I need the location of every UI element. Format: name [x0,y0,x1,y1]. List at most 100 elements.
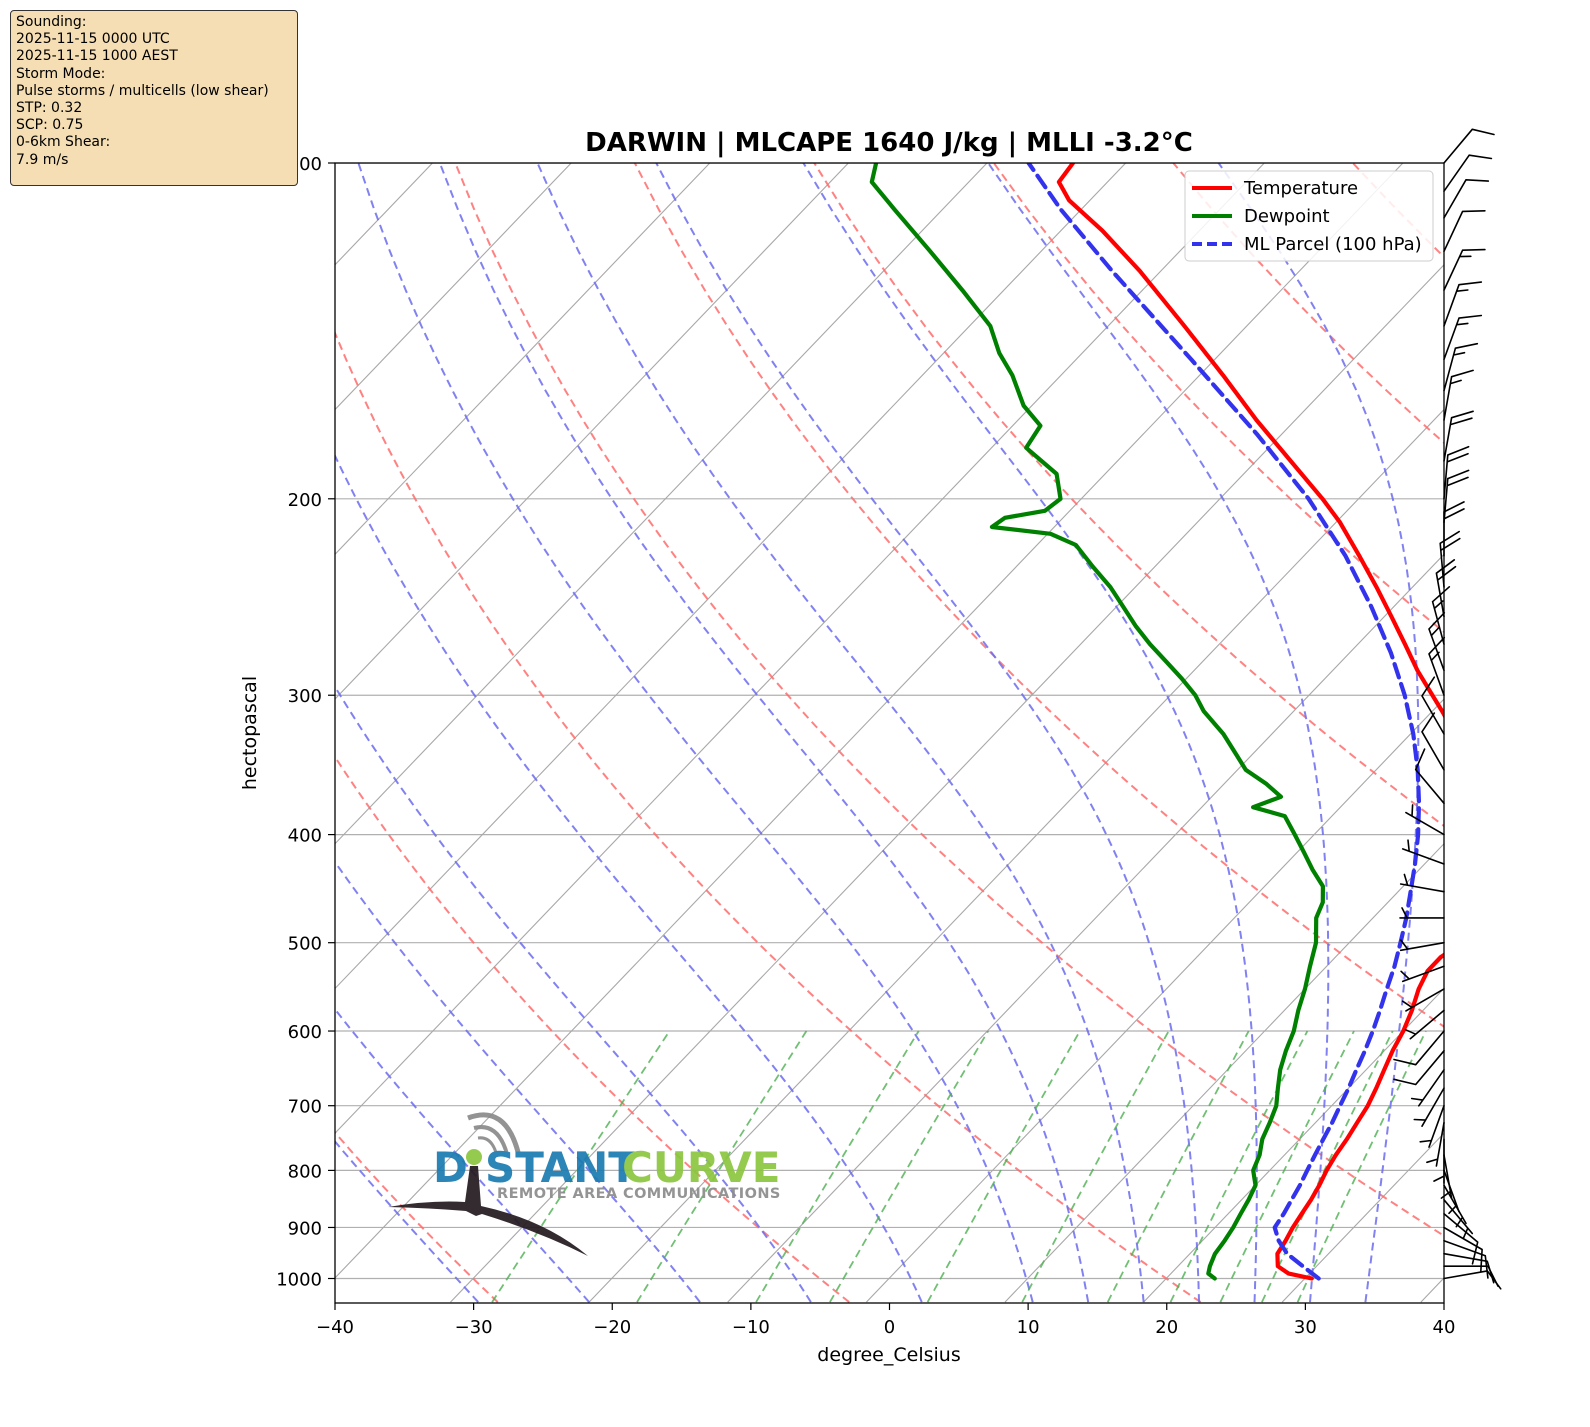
wind-barb [1404,1009,1445,1040]
moist-adiabat-line [438,163,1090,1303]
legend-parcel-label: ML Parcel (100 hPa) [1244,234,1422,255]
wind-barb [1443,1169,1460,1215]
wind-barb [1440,1154,1453,1200]
wind-barb [1443,1239,1489,1279]
wind-barb [1428,612,1446,672]
legend-dewpoint-label: Dewpoint [1244,206,1330,227]
isotherm-line [866,698,1444,1303]
distant-curve-logo: D STANT CURVE REMOTE AREA COMMUNICATIONS [388,1112,780,1256]
wind-barb [1405,804,1445,836]
moist-adiabat-line [987,163,1330,1303]
y-tick-label: 1000 [276,1270,322,1291]
isotherm-line [335,163,433,266]
dry-adiabat-line [1352,163,1444,259]
info-line: 2025-11-15 1000 AEST [16,48,178,65]
mixing-ratio-line [1106,1030,1250,1303]
wind-barb [1443,369,1474,421]
isotherm-line [335,163,988,845]
y-tick-label: 300 [288,686,322,707]
x-tick-label: −30 [455,1317,493,1338]
isotherm-line [335,163,1127,990]
logo-mast-icon [388,1166,588,1256]
moist-adiabat-line [655,163,1201,1303]
y-tick-label: 800 [288,1161,322,1182]
info-line: 7.9 m/s [16,151,69,168]
wind-barb [1443,469,1470,524]
isotherm-line [335,163,849,700]
x-tick-label: 30 [1294,1317,1317,1338]
y-tick-label: 700 [288,1097,322,1118]
isotherm-line [0,163,155,1302]
logo-text-curve: CURVE [622,1143,780,1192]
wind-barb [1401,988,1445,1012]
dry-adiabat-line [633,163,1444,1028]
mixing-ratio-line [1021,1030,1170,1303]
logo-dot-icon [466,1149,482,1165]
logo-signal-arc-middle [473,1125,509,1155]
legend-temperature-label: Temperature [1243,178,1358,199]
wind-barb [1421,712,1445,771]
info-line: STP: 0.32 [16,100,83,117]
y-axis-label: hectopascal [239,676,261,790]
moist-adiabat-line [335,1007,590,1303]
info-line: SCP: 0.75 [16,117,84,134]
dry-adiabat-line [335,755,850,1303]
logo-text-stant: STANT [485,1143,637,1192]
wind-barb [1443,1184,1467,1228]
wind-barb [1413,1087,1445,1127]
wind-barb [1443,1199,1474,1240]
isotherm-line [0,163,17,1302]
info-line: Storm Mode: [16,65,106,82]
isotherm-line [588,408,1444,1303]
legend-frame [1184,170,1434,262]
info-line: Sounding: [16,14,87,30]
wind-barb [1414,748,1445,805]
wind-barb [1443,314,1483,361]
y-tick-label: 900 [288,1218,322,1239]
moist-adiabat-line [357,163,1034,1303]
wind-barb [1439,530,1461,588]
wind-barb [1419,1104,1445,1148]
mixing-ratio-line [755,1030,920,1303]
wind-barb [1393,1050,1445,1086]
moist-adiabat-line [335,453,923,1303]
parcel-line [1026,163,1422,1281]
dry-adiabat-line [813,163,1444,828]
y-tick-label: 500 [288,934,322,955]
x-axis-label: degree_Celsius [817,1344,960,1366]
wind-barb [1443,342,1479,392]
axes: −40 −30 −20 −10 0 10 20 30 401002003004005006007… [276,154,1455,1338]
dry-adiabat-line [1532,163,1590,1302]
y-tick-label: 400 [288,826,322,847]
x-tick-label: 40 [1433,1317,1456,1338]
y-tick-label: 200 [288,490,322,511]
isotherm-line [335,163,572,411]
logo-signal-arc-outer [467,1112,521,1153]
wind-barb [1443,154,1493,192]
wind-barb [1399,939,1445,952]
mixing-ratio-line [1296,1030,1427,1303]
wind-barb [1399,873,1445,893]
mixing-ratio-line [926,1030,1081,1303]
wind-barb [1443,179,1490,219]
dry-adiabat-line [1172,163,1444,445]
x-tick-label: 0 [884,1317,895,1338]
wind-barb [1443,1252,1495,1284]
x-tick-label: −40 [316,1317,354,1338]
x-tick-label: 20 [1155,1317,1178,1338]
wind-barb [1443,410,1474,462]
isotherm-line [1420,1277,1444,1303]
x-tick-label: −10 [732,1317,770,1338]
wind-barb [1421,676,1445,735]
wind-barb [1443,128,1495,164]
isotherm-line [1004,842,1444,1303]
mixing-ratio-line [491,1030,671,1303]
background-lines [0,163,1590,1303]
wind-barb [1443,501,1465,557]
wind-barb [1443,1213,1479,1265]
wind-barb [1435,559,1457,618]
moist-adiabat-line [335,684,812,1303]
isotherm-line [335,163,1404,1279]
dewpoint-line [869,163,1326,1281]
chart-title: DARWIN | MLCAPE 1640 J/kg | MLLI -3.2°C [585,128,1193,158]
